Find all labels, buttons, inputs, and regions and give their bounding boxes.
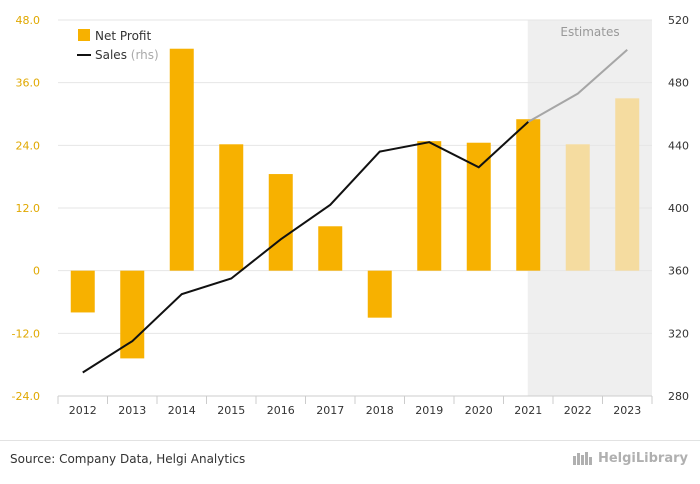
library-icon — [572, 452, 592, 465]
legend: Net Profit Sales (rhs) — [77, 29, 159, 62]
net-profit-bar — [268, 174, 293, 271]
brand-logo: HelgiLibrary — [572, 450, 688, 466]
net-profit-bar — [367, 270, 392, 318]
y-right-tick-label: 480 — [668, 77, 689, 90]
chart: -24.0 -12.0 0 12.0 24.0 36.0 48.0 280 320 360 400 4… — [12, 14, 689, 417]
net-profit-bar — [318, 226, 343, 271]
source-text: Source: Company Data, Helgi Analytics — [10, 452, 246, 466]
net-profit-bars — [70, 48, 640, 359]
y-right-tick-label: 320 — [668, 327, 689, 340]
sales-line — [82, 49, 628, 374]
y-left-tick-label: 48.0 — [16, 14, 41, 27]
net-profit-bar — [70, 270, 95, 313]
sales-line-estimate — [527, 49, 628, 123]
x-tick-label: 2020 — [465, 404, 493, 417]
net-profit-bar — [120, 270, 145, 359]
x-tick-label: 2023 — [613, 404, 641, 417]
y-right-tick-label: 280 — [668, 390, 689, 403]
y-left-tick-label: -12.0 — [12, 327, 40, 340]
y-right-tick-label: 520 — [668, 14, 689, 27]
legend-sales-label: Sales (rhs) — [95, 48, 159, 62]
net-profit-bar — [417, 141, 442, 271]
footer: Source: Company Data, Helgi Analytics He… — [0, 440, 700, 484]
x-tick-label: 2016 — [267, 404, 295, 417]
y-left-tick-label: 12.0 — [16, 202, 41, 215]
x-tick-label: 2019 — [415, 404, 443, 417]
y-right-tick-label: 440 — [668, 139, 689, 152]
sales-line-actual — [82, 121, 529, 374]
y-left-tick-label: 24.0 — [16, 139, 41, 152]
x-tick-label: 2015 — [217, 404, 245, 417]
x-tick-label: 2012 — [69, 404, 97, 417]
net-profit-bar — [615, 98, 640, 271]
net-profit-bar — [169, 48, 194, 271]
estimates-label: Estimates — [560, 25, 619, 39]
y-left-tick-label: 36.0 — [16, 77, 41, 90]
y-right-tick-label: 400 — [668, 202, 689, 215]
y-left-tick-label: 0 — [33, 265, 40, 278]
net-profit-bar — [565, 144, 590, 271]
legend-net-profit-swatch — [78, 29, 90, 41]
x-tick-label: 2018 — [366, 404, 394, 417]
net-profit-bar — [219, 144, 244, 271]
brand-name: HelgiLibrary — [597, 450, 688, 466]
x-tick-label: 2013 — [118, 404, 146, 417]
net-profit-bar — [516, 119, 541, 271]
legend-net-profit-label: Net Profit — [95, 29, 151, 43]
legend-sales-name: Sales — [95, 48, 127, 62]
x-tick-label: 2021 — [514, 404, 542, 417]
legend-sales-suffix: (rhs) — [131, 48, 159, 62]
x-tick-label: 2017 — [316, 404, 344, 417]
y-left-tick-label: -24.0 — [12, 390, 40, 403]
x-tick-label: 2022 — [564, 404, 592, 417]
y-right-tick-label: 360 — [668, 265, 689, 278]
axes: -24.0 -12.0 0 12.0 24.0 36.0 48.0 280 320 360 400 4… — [12, 14, 689, 417]
x-tick-label: 2014 — [168, 404, 196, 417]
